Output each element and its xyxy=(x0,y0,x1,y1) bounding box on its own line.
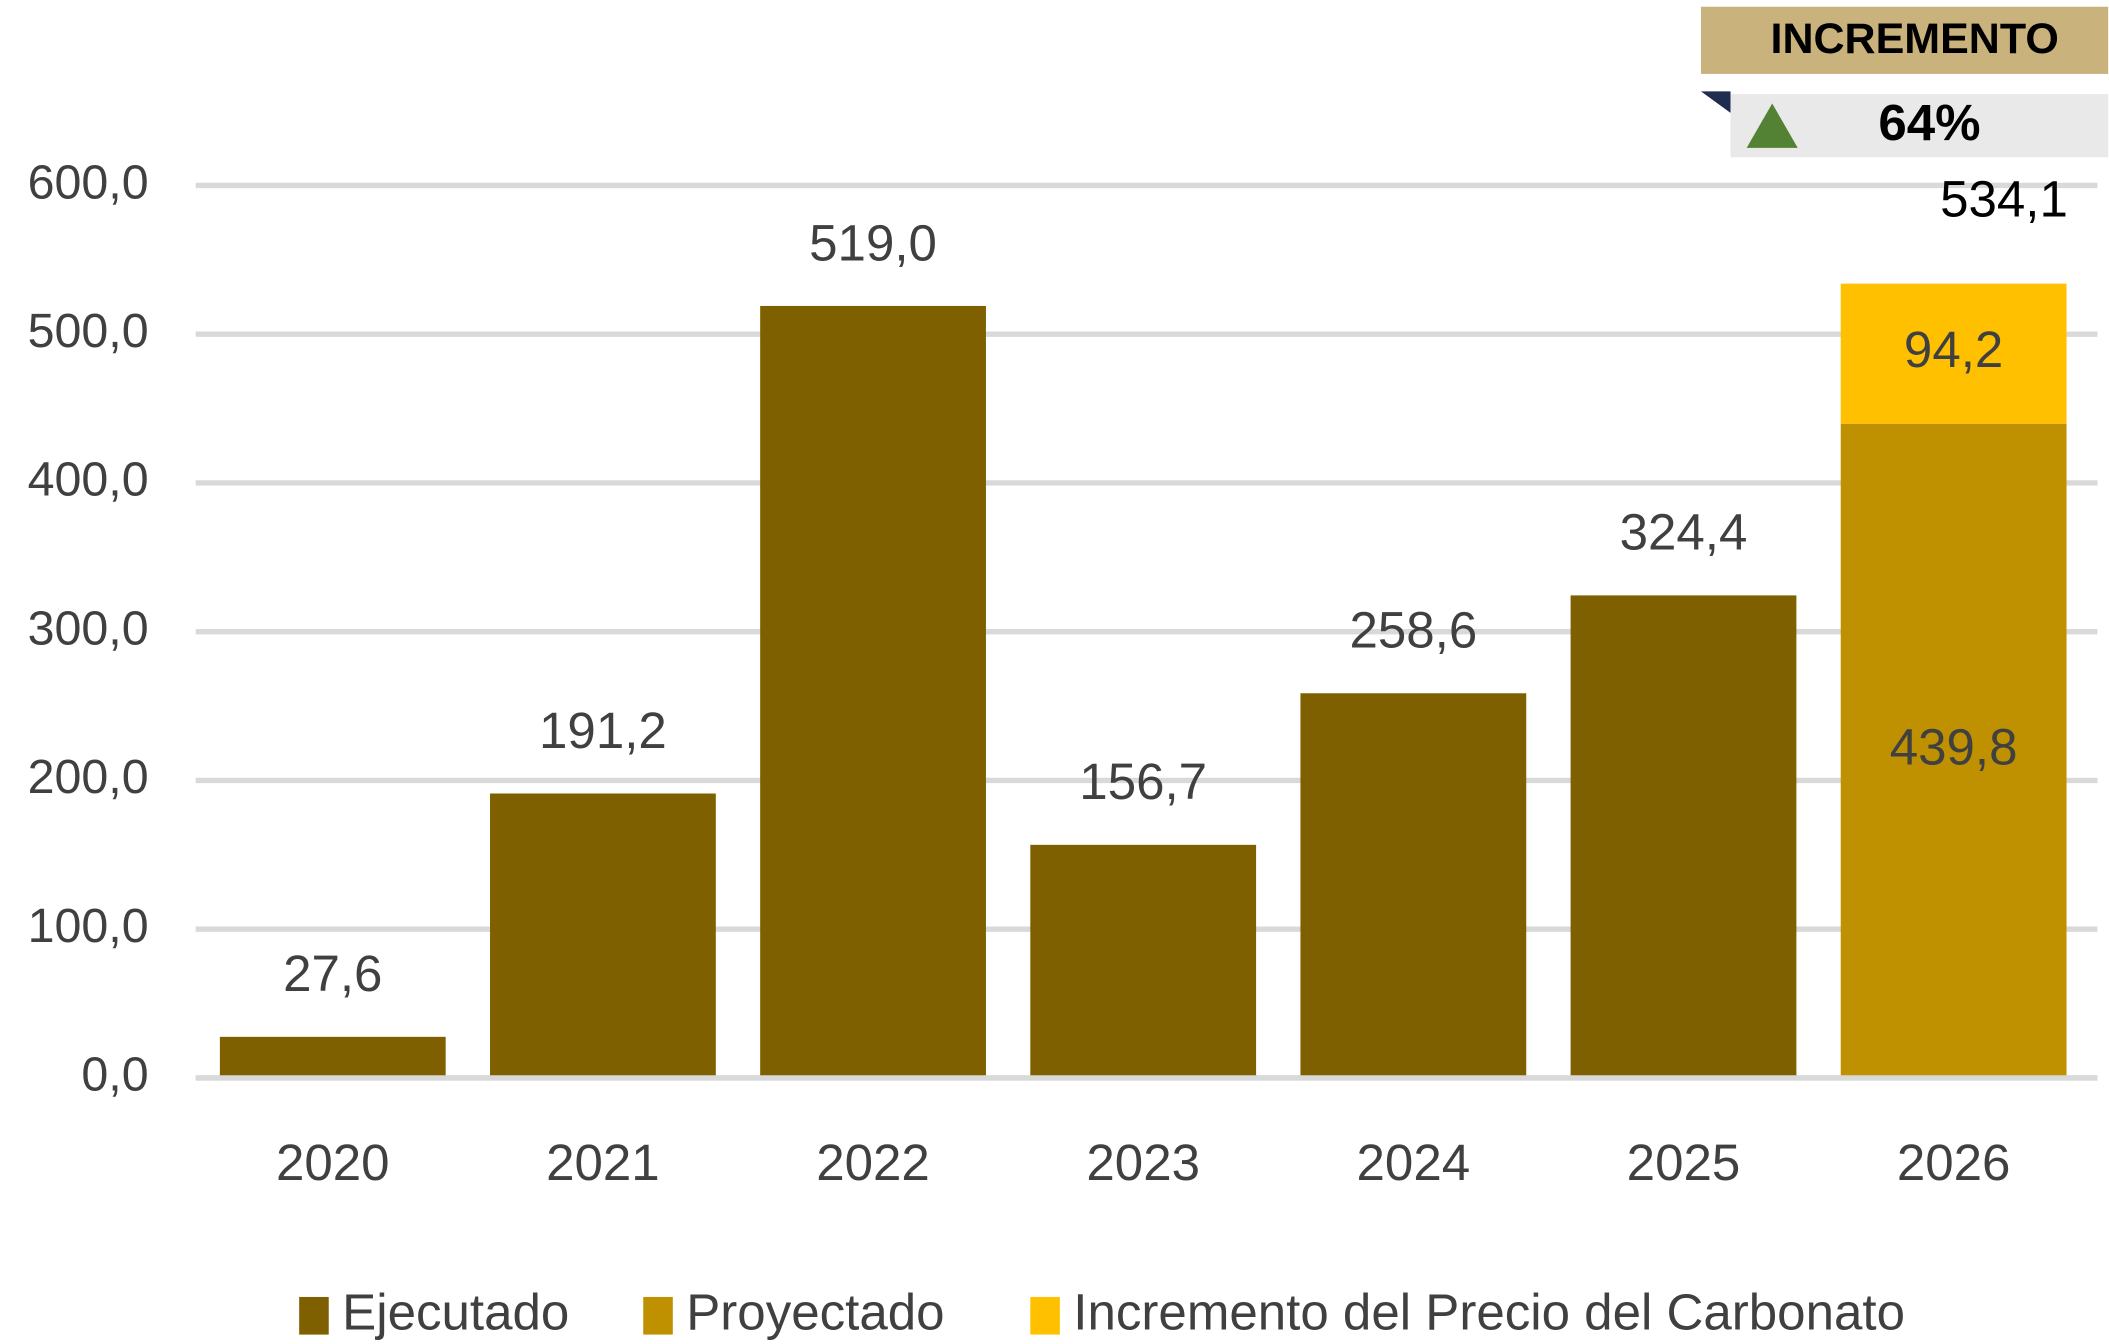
badge-header xyxy=(1700,6,2109,74)
legend-label: Incremento del Precio del Carbonato xyxy=(1073,1283,1905,1340)
y-tick-label: 300,0 xyxy=(28,601,149,655)
y-tick-label: 500,0 xyxy=(28,304,149,358)
y-tick-label: 600,0 xyxy=(28,155,149,209)
data-label: 324,4 xyxy=(1620,504,1748,561)
x-tick-label: 2025 xyxy=(1627,1134,1741,1191)
y-tick-label: 200,0 xyxy=(28,750,149,804)
x-tick-label: 2026 xyxy=(1897,1134,2011,1191)
legend-label: Proyectado xyxy=(686,1283,944,1340)
badge-title: INCREMENTO xyxy=(1771,15,2059,63)
data-label: 27,6 xyxy=(283,945,382,1002)
legend-swatch xyxy=(1030,1296,1060,1335)
data-label: 258,6 xyxy=(1349,602,1477,659)
bar-segment xyxy=(1030,844,1257,1078)
y-tick-label: 100,0 xyxy=(28,899,149,953)
data-label: 191,2 xyxy=(539,702,667,759)
x-tick-label: 2022 xyxy=(816,1134,930,1191)
legend-label: Ejecutado xyxy=(342,1283,569,1340)
badge-corner xyxy=(1700,91,1731,113)
total-label: 534,1 xyxy=(1940,170,2068,227)
x-tick-label: 2023 xyxy=(1086,1134,1200,1191)
badge-value: 64% xyxy=(1878,94,1980,151)
x-tick-label: 2021 xyxy=(546,1134,660,1191)
x-tick-label: 2020 xyxy=(276,1134,390,1191)
bar-segment xyxy=(1300,693,1527,1078)
bar-segment xyxy=(490,793,716,1078)
y-tick-label: 400,0 xyxy=(28,453,149,507)
legend-swatch xyxy=(643,1296,673,1335)
bar-segment xyxy=(1570,595,1797,1078)
bar-segment xyxy=(1840,423,2067,1078)
bar-segment xyxy=(1840,283,2067,424)
data-label: 519,0 xyxy=(809,214,937,271)
up-arrow xyxy=(1746,103,1798,148)
y-tick-label: 0,0 xyxy=(81,1048,148,1102)
data-label: 156,7 xyxy=(1079,753,1207,810)
bar-segment xyxy=(219,1036,446,1078)
data-label: 94,2 xyxy=(1904,321,2003,378)
legend-swatch xyxy=(299,1296,329,1335)
data-label: 439,8 xyxy=(1890,718,2018,775)
bar-segment xyxy=(760,305,986,1078)
x-tick-label: 2024 xyxy=(1357,1134,1471,1191)
